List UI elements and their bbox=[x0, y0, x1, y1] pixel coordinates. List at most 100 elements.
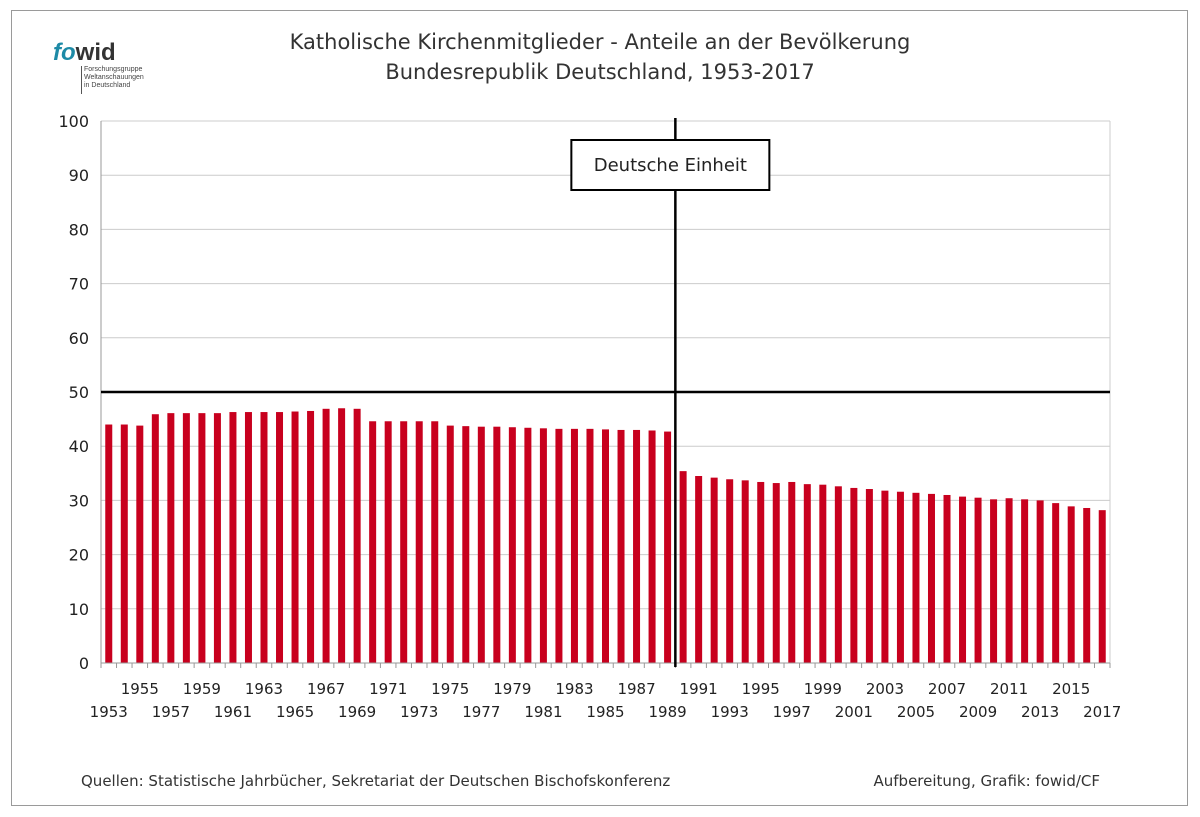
bar bbox=[151, 414, 159, 663]
x-tick-label: 2003 bbox=[866, 680, 904, 698]
chart-frame bbox=[11, 10, 1188, 806]
bar bbox=[1098, 510, 1106, 663]
bar bbox=[912, 492, 920, 663]
bar bbox=[508, 427, 516, 663]
bar bbox=[291, 411, 299, 663]
x-tick-label: 1963 bbox=[245, 680, 283, 698]
bar bbox=[943, 494, 951, 663]
x-tick-label: 1987 bbox=[617, 680, 655, 698]
x-tick-label: 1991 bbox=[680, 680, 718, 698]
bar bbox=[105, 424, 113, 663]
y-tick-label: 0 bbox=[79, 654, 89, 673]
x-tick-label: 2005 bbox=[897, 703, 935, 721]
x-tick-label: 1953 bbox=[90, 703, 128, 721]
logo-fo: fo bbox=[53, 39, 76, 66]
y-tick-label: 90 bbox=[69, 166, 89, 185]
bar bbox=[555, 428, 563, 663]
x-tick-label: 2017 bbox=[1083, 703, 1121, 721]
x-tick-label: 2013 bbox=[1021, 703, 1059, 721]
logo-subtitle: Forschungsgruppe Weltanschauungen in Deu… bbox=[84, 66, 144, 90]
bar bbox=[338, 408, 346, 663]
x-tick-label: 1995 bbox=[742, 680, 780, 698]
chart-subtitle: Bundesrepublik Deutschland, 1953-2017 bbox=[385, 60, 815, 84]
x-tick-label: 1969 bbox=[338, 703, 376, 721]
bar bbox=[369, 421, 377, 663]
x-tick-label: 1959 bbox=[183, 680, 221, 698]
x-tick-label: 1957 bbox=[152, 703, 190, 721]
bar bbox=[276, 412, 284, 663]
bar bbox=[586, 428, 594, 663]
x-tick-label: 2001 bbox=[835, 703, 873, 721]
bar bbox=[602, 429, 609, 663]
bar bbox=[1021, 499, 1029, 663]
x-tick-label: 1965 bbox=[276, 703, 314, 721]
logo-subtitle-line: in Deutschland bbox=[84, 82, 131, 89]
y-tick-label: 40 bbox=[69, 437, 89, 456]
bar bbox=[400, 421, 408, 663]
bar bbox=[959, 496, 967, 663]
y-tick-label: 80 bbox=[69, 220, 89, 239]
x-tick-label: 1989 bbox=[648, 703, 686, 721]
bar bbox=[695, 476, 703, 663]
bar bbox=[524, 427, 532, 663]
bar bbox=[462, 426, 470, 663]
logo-subtitle-line: Forschungsgruppe bbox=[84, 66, 143, 73]
bar bbox=[136, 425, 144, 663]
bar bbox=[1067, 506, 1075, 663]
bar bbox=[741, 480, 749, 663]
x-tick-label: 1955 bbox=[121, 680, 159, 698]
bar bbox=[757, 481, 765, 663]
bar bbox=[493, 426, 501, 663]
bar bbox=[834, 486, 842, 663]
fowid-logo: fowid Forschungsgruppe Weltanschauungen … bbox=[53, 40, 173, 100]
bar bbox=[384, 421, 392, 663]
bar bbox=[431, 421, 439, 663]
x-tick-label: 2011 bbox=[990, 680, 1028, 698]
x-tick-label: 2007 bbox=[928, 680, 966, 698]
bar bbox=[788, 481, 796, 663]
bar bbox=[182, 413, 190, 663]
x-tick-label: 1993 bbox=[711, 703, 749, 721]
logo-subtitle-line: Weltanschauungen bbox=[84, 74, 144, 81]
bar bbox=[726, 479, 734, 663]
logo-wid: wid bbox=[75, 39, 116, 66]
bar bbox=[990, 499, 998, 663]
bar bbox=[1083, 507, 1091, 663]
x-tick-label: 1985 bbox=[586, 703, 624, 721]
y-tick-label: 100 bbox=[58, 112, 89, 131]
bar bbox=[1036, 500, 1044, 663]
logo-divider bbox=[81, 66, 82, 94]
x-tick-label: 1997 bbox=[773, 703, 811, 721]
bar bbox=[120, 424, 128, 663]
bar bbox=[927, 493, 935, 663]
bar bbox=[570, 428, 578, 663]
bar bbox=[896, 491, 904, 663]
bar bbox=[477, 426, 485, 663]
chart-title: Katholische Kirchenmitglieder - Anteile … bbox=[289, 30, 911, 54]
bar bbox=[648, 430, 656, 663]
bar bbox=[539, 428, 547, 663]
x-tick-label: 1967 bbox=[307, 680, 345, 698]
x-tick-label: 1983 bbox=[555, 680, 593, 698]
bar bbox=[260, 412, 268, 663]
bar bbox=[865, 489, 873, 663]
logo-wordmark: fowid bbox=[53, 40, 116, 66]
x-tick-label: 2015 bbox=[1052, 680, 1090, 698]
bar bbox=[710, 477, 718, 663]
y-tick-label: 20 bbox=[69, 546, 89, 565]
bar bbox=[198, 413, 206, 663]
bar bbox=[772, 483, 780, 663]
bar bbox=[819, 484, 827, 663]
bar bbox=[307, 410, 315, 663]
y-tick-label: 50 bbox=[69, 383, 89, 402]
x-tick-label: 1973 bbox=[400, 703, 438, 721]
y-tick-label: 10 bbox=[69, 600, 89, 619]
x-tick-label: 1979 bbox=[493, 680, 531, 698]
bar bbox=[850, 487, 858, 663]
bar bbox=[244, 412, 252, 663]
sources-note: Quellen: Statistische Jahrbücher, Sekret… bbox=[81, 772, 671, 790]
x-tick-label: 1975 bbox=[431, 680, 469, 698]
bar bbox=[1005, 498, 1013, 663]
bar bbox=[633, 429, 641, 663]
